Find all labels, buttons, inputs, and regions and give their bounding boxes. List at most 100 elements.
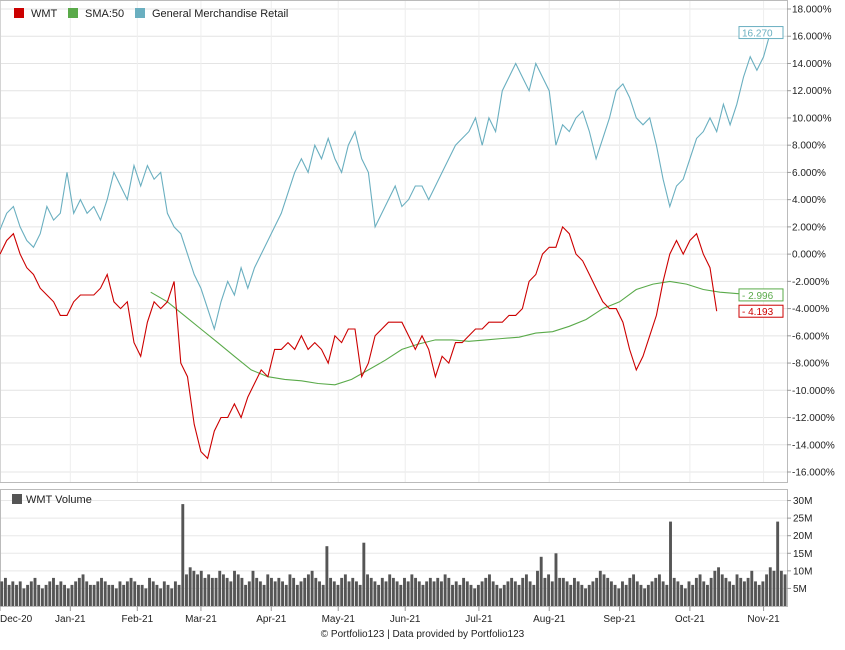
volume-bar [107, 584, 111, 606]
volume-bar [144, 588, 148, 606]
volume-bar [547, 574, 551, 606]
volume-y-tick-label: 15M [793, 549, 812, 560]
volume-bar [406, 581, 410, 606]
volume-bar [473, 588, 477, 606]
volume-bars [0, 504, 787, 606]
volume-bar [214, 577, 218, 606]
volume-bar [37, 584, 41, 606]
volume-bar [528, 581, 532, 606]
volume-bar [15, 584, 18, 606]
price-y-tick-label: -12.000% [792, 413, 835, 424]
volume-bar [439, 581, 443, 606]
volume-bar [295, 584, 299, 606]
volume-bar [318, 581, 321, 606]
price-y-tick-label: 0.000% [792, 250, 826, 261]
series-line-sma-50 [150, 280, 757, 386]
volume-bar [0, 581, 4, 606]
volume-bar [351, 577, 355, 606]
volume-bar [199, 570, 203, 606]
volume-bar [229, 581, 233, 606]
volume-bar [310, 570, 314, 606]
volume-bar [22, 588, 26, 606]
volume-bar [18, 581, 22, 606]
volume-bar [602, 574, 606, 606]
volume-bar [772, 570, 776, 606]
volume-y-tick-label: 30M [793, 496, 812, 507]
volume-bar [133, 581, 137, 606]
volume-bar [11, 581, 15, 606]
volume-bar [7, 584, 11, 606]
volume-bar [384, 581, 388, 606]
volume-bar [765, 574, 769, 606]
volume-bar [332, 581, 336, 606]
volume-bar [539, 556, 543, 606]
volume-bar [443, 574, 447, 606]
volume-bar [750, 570, 754, 606]
volume-bar [731, 584, 735, 606]
volume-bar [81, 574, 85, 606]
volume-bar [580, 584, 584, 606]
x-tick-label: Apr-21 [256, 614, 286, 625]
volume-bar [720, 574, 724, 606]
volume-bar [170, 588, 174, 606]
volume-bar [63, 584, 66, 606]
volume-bar [447, 577, 451, 606]
volume-bar [635, 581, 639, 606]
price-grid [0, 1, 787, 482]
volume-bar [173, 581, 177, 606]
volume-bar [288, 574, 292, 606]
volume-bar [432, 581, 436, 606]
volume-bar [495, 584, 499, 606]
volume-bar [680, 584, 684, 606]
price-y-tick-label: 12.000% [792, 86, 832, 97]
volume-bar [454, 581, 458, 606]
legend-swatch-wmt [14, 8, 24, 18]
volume-bar [491, 581, 495, 606]
volume-bar [100, 577, 103, 606]
volume-bar [55, 584, 59, 606]
last-value-label: - 4.193 [742, 307, 774, 318]
volume-bar [347, 581, 351, 606]
volume-y-tick-label: 20M [793, 531, 812, 542]
volume-bar [573, 577, 576, 606]
volume-bar [713, 570, 717, 606]
price-y-tick-label: 10.000% [792, 113, 832, 124]
price-y-tick-label: -8.000% [792, 359, 829, 370]
volume-bar [643, 588, 647, 606]
volume-bar [188, 567, 192, 606]
volume-bar [724, 577, 728, 606]
x-tick-label: Mar-21 [185, 614, 217, 625]
volume-bar [561, 577, 565, 606]
volume-bar [499, 588, 502, 606]
volume-bar [303, 577, 307, 606]
volume-bar [181, 504, 185, 606]
price-y-tick-label: -4.000% [792, 304, 829, 315]
volume-bar [639, 584, 643, 606]
volume-bar [66, 588, 70, 606]
volume-bar [757, 584, 761, 606]
last-value-box [738, 304, 784, 318]
volume-bar [244, 584, 248, 606]
volume-bar [779, 570, 783, 606]
volume-bar [159, 588, 163, 606]
volume-bar [650, 581, 654, 606]
volume-bar [410, 574, 414, 606]
volume-bar [88, 584, 92, 606]
volume-bar [114, 588, 118, 606]
volume-bar [284, 584, 288, 606]
volume-bar [380, 577, 384, 606]
volume-bar [554, 553, 558, 606]
x-axis: Dec-20 Jan-21 Feb-21 Mar-21 Apr-21 May-21 Jun-… [0, 606, 780, 625]
volume-bar [646, 584, 650, 606]
last-value-box [738, 288, 784, 302]
volume-bar [417, 581, 421, 606]
volume-bar [40, 588, 44, 606]
volume-bar [462, 577, 466, 606]
volume-bar [29, 581, 33, 606]
volume-bar [137, 584, 140, 606]
volume-bar [569, 584, 573, 606]
volume-bar [329, 577, 333, 606]
volume-bar [369, 577, 373, 606]
volume-bar [414, 577, 418, 606]
volume-bar [709, 577, 713, 606]
